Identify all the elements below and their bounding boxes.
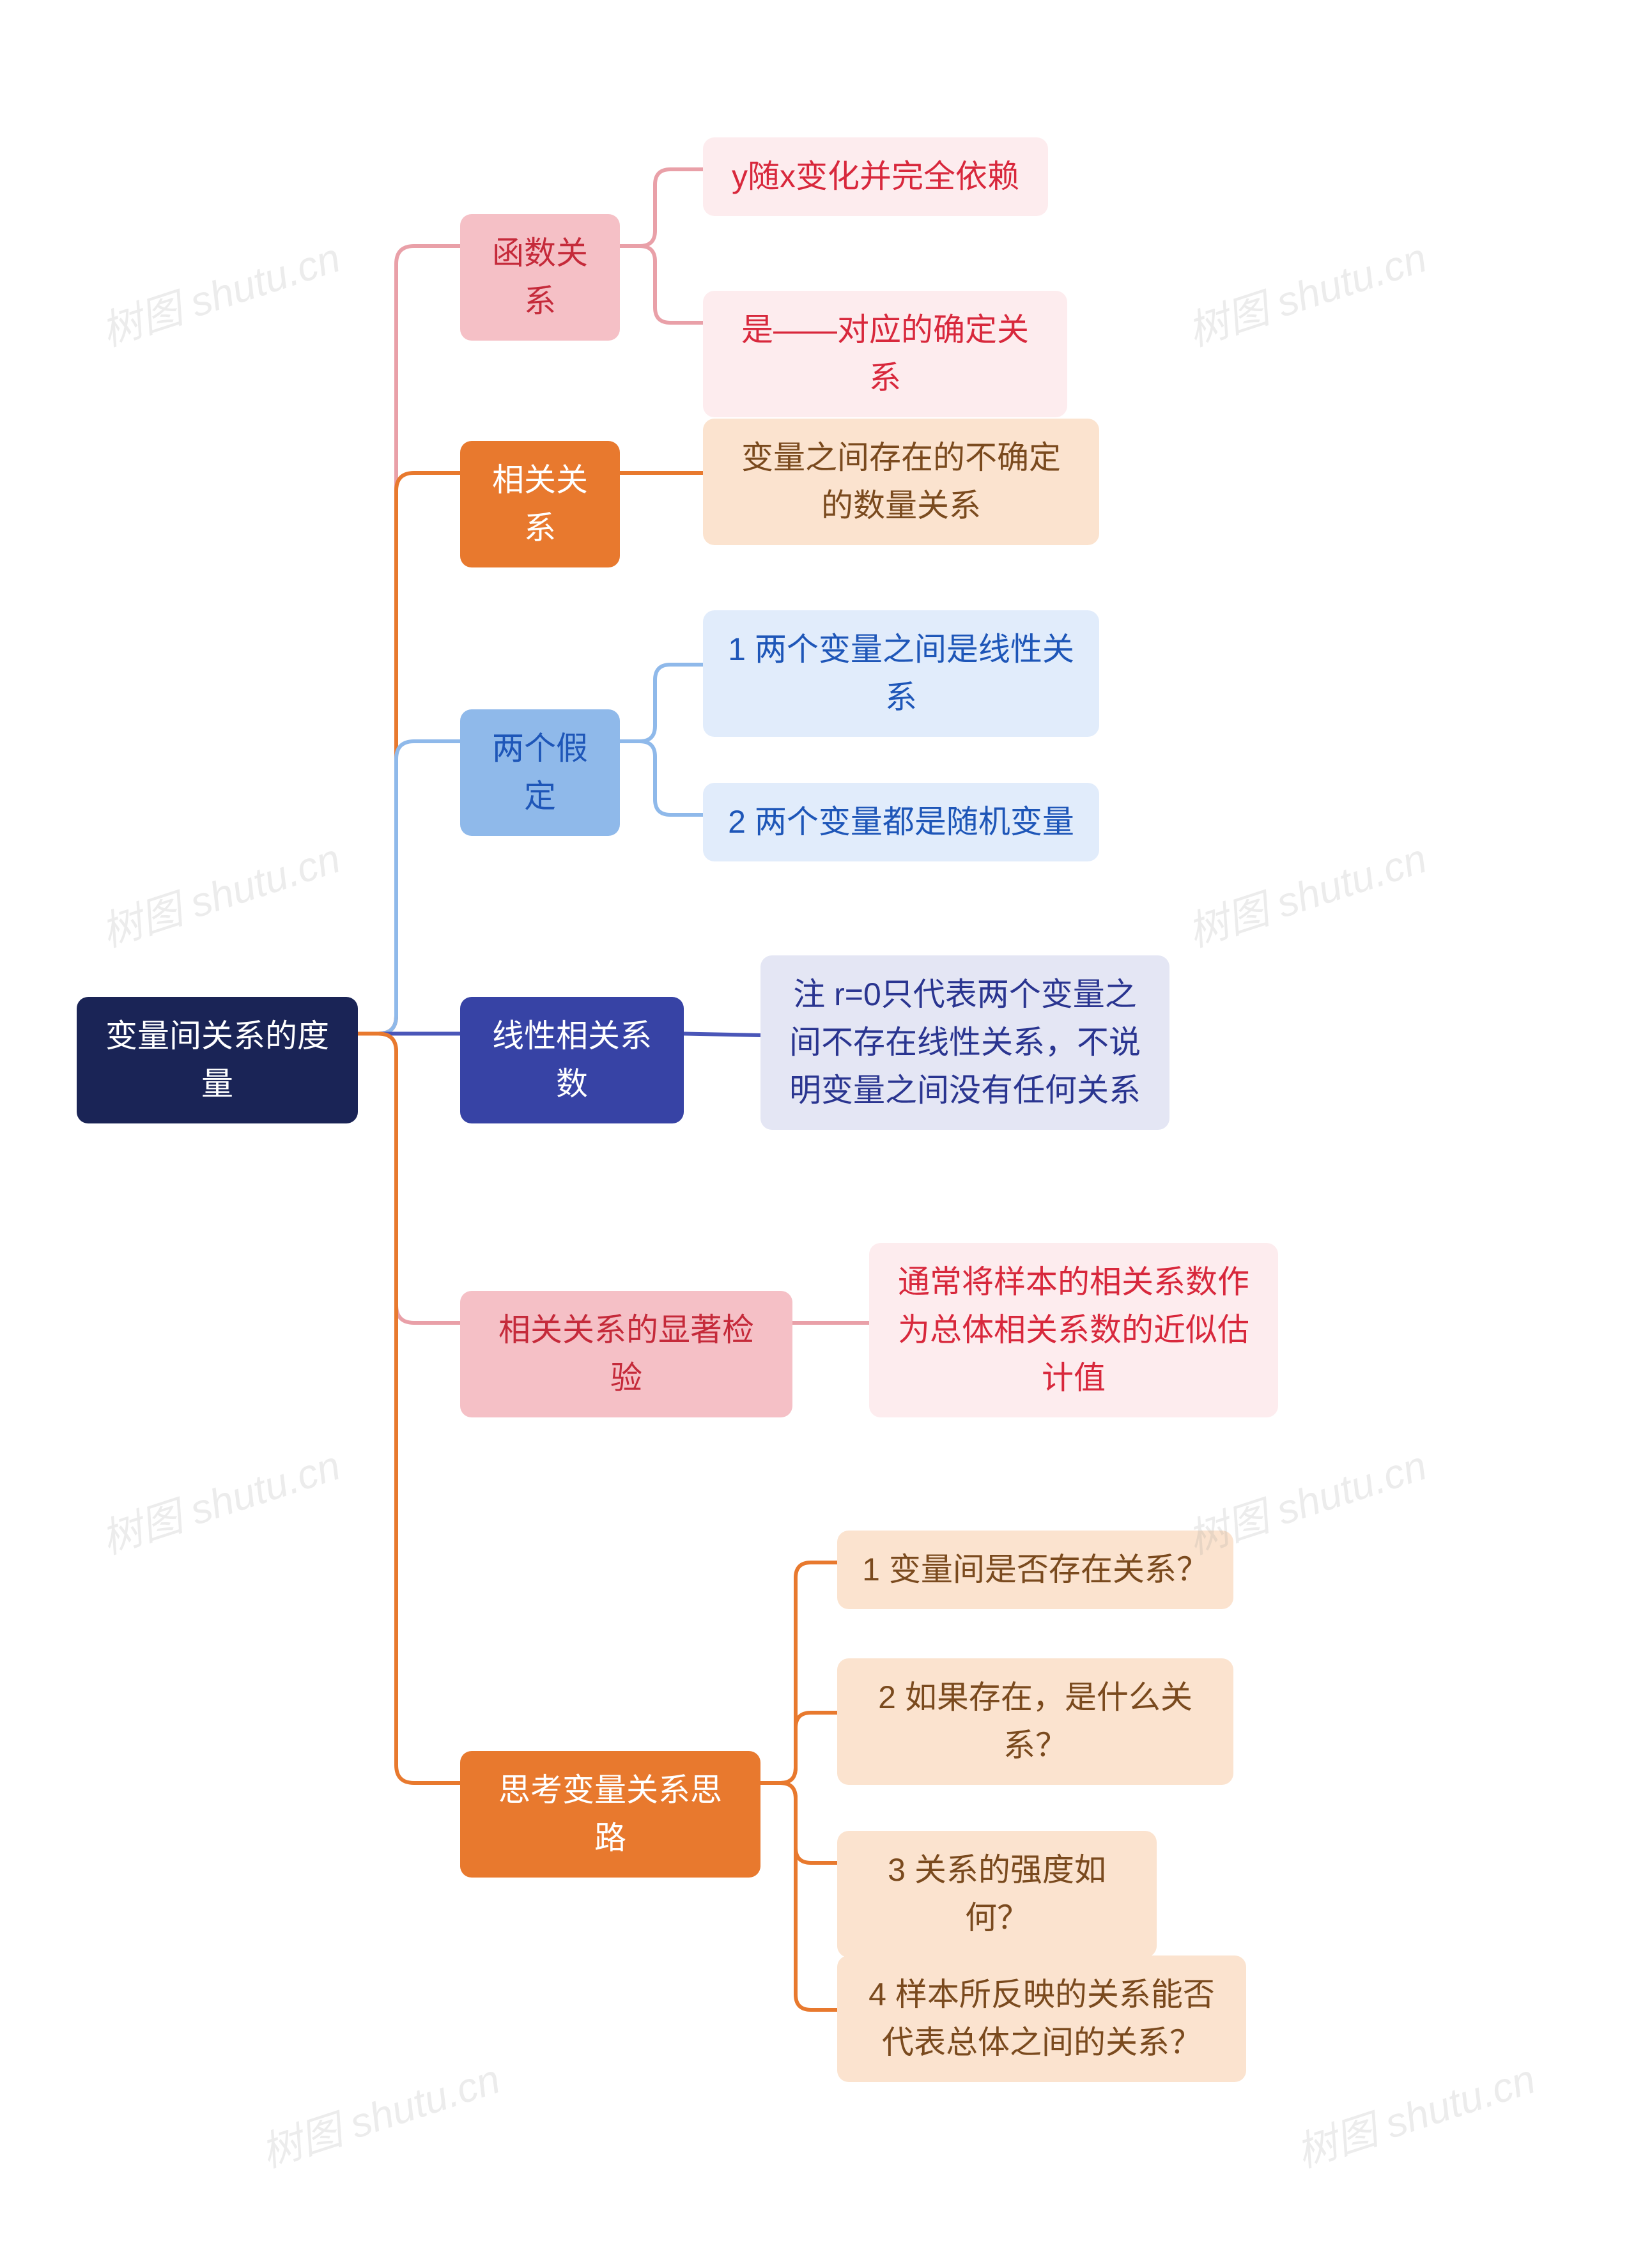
watermark-0: 树图 shutu.cn (93, 225, 346, 357)
branch-node-6: 思考变量关系思路 (460, 1751, 760, 1878)
watermark-4: 树图 shutu.cn (93, 1433, 346, 1565)
leaf-node-4-1: 注 r=0只代表两个变量之间不存在线性关系，不说明变量之间没有任何关系 (760, 955, 1169, 1130)
branch-node-2: 相关关系 (460, 441, 620, 567)
watermark-2: 树图 shutu.cn (93, 826, 346, 958)
leaf-node-2-1: 变量之间存在的不确定的数量关系 (703, 419, 1099, 545)
leaf-node-6-1: 1 变量间是否存在关系？ (837, 1531, 1233, 1609)
leaf-node-3-1: 1 两个变量之间是线性关系 (703, 610, 1099, 737)
leaf-node-5-1: 通常将样本的相关系数作为总体相关系数的近似估计值 (869, 1243, 1278, 1417)
leaf-node-1-1: y随x变化并完全依赖 (703, 137, 1048, 216)
branch-node-4: 线性相关系数 (460, 997, 684, 1123)
branch-node-1: 函数关系 (460, 214, 620, 341)
leaf-node-1-2: 是——对应的确定关系 (703, 291, 1067, 417)
watermark-7: 树图 shutu.cn (1288, 2046, 1541, 2179)
leaf-node-6-2: 2 如果存在，是什么关系？ (837, 1658, 1233, 1785)
leaf-node-6-4: 4 样本所反映的关系能否代表总体之间的关系？ (837, 1956, 1246, 2082)
watermark-1: 树图 shutu.cn (1179, 225, 1433, 357)
root-node: 变量间关系的度量 (77, 997, 358, 1123)
branch-node-3: 两个假定 (460, 709, 620, 836)
watermark-6: 树图 shutu.cn (252, 2046, 506, 2179)
branch-node-5: 相关关系的显著检验 (460, 1291, 792, 1417)
watermark-3: 树图 shutu.cn (1179, 826, 1433, 958)
leaf-node-6-3: 3 关系的强度如何？ (837, 1831, 1157, 1957)
leaf-node-3-2: 2 两个变量都是随机变量 (703, 783, 1099, 861)
